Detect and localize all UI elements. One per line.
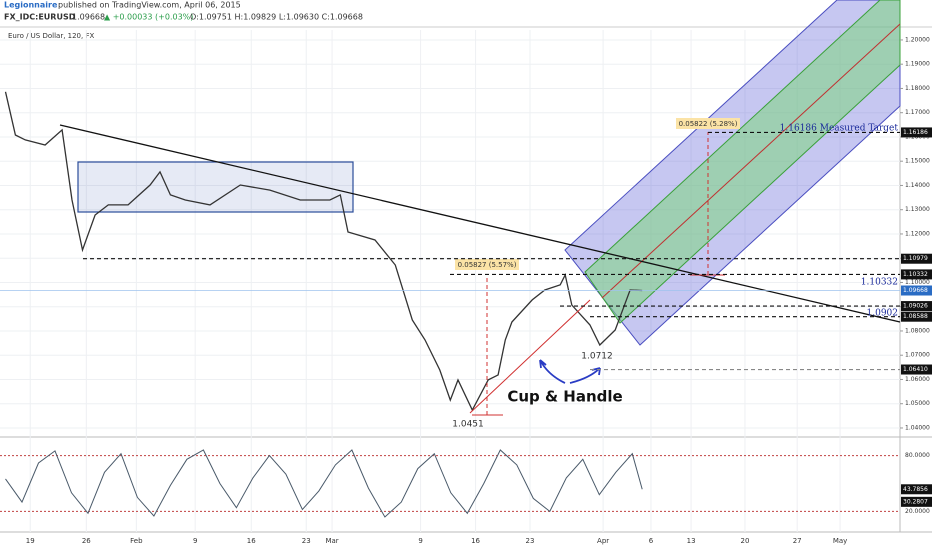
- last-price: 1.09668: [72, 13, 105, 22]
- measure-label: 0.05822 (5.28%): [679, 120, 738, 128]
- y-tick-label: 1.13000: [905, 206, 930, 213]
- range-box: [77, 161, 354, 213]
- y-tick-label: 1.12000: [905, 230, 930, 237]
- x-tick-label: 23: [526, 537, 535, 545]
- y-tick-label: 1.19000: [905, 61, 930, 68]
- x-tick-label: 6: [649, 537, 654, 545]
- level-label: 1.0902: [867, 309, 899, 319]
- target-label: 1.16186 Measured Target: [780, 124, 899, 134]
- published: published on TradingView.com, April 06, …: [58, 1, 241, 10]
- y-tick-label: 1.06000: [905, 376, 930, 383]
- level-box: [901, 301, 932, 312]
- level-label: 1.09668: [903, 287, 928, 294]
- y-tick-label: 1.07000: [905, 352, 930, 359]
- cup-line: [469, 299, 591, 414]
- x-tick-label: 16: [247, 537, 256, 545]
- y-tick-label: 1.15000: [905, 158, 930, 165]
- trend-line: [59, 124, 901, 323]
- level-label: 1.10332: [903, 271, 928, 278]
- level-box: [901, 364, 932, 375]
- y-tick-label: 1.10000: [905, 279, 930, 286]
- x-tick-label: Feb: [130, 537, 143, 545]
- pattern-label: Cup & Handle: [507, 388, 622, 406]
- y-tick-label: 1.17000: [905, 109, 930, 116]
- measure-label: 0.05827 (5.57%): [458, 261, 517, 269]
- level-label: 1.09026: [903, 303, 928, 310]
- x-tick-label: May: [833, 537, 847, 545]
- y-tick-label: 1.08000: [905, 327, 930, 334]
- x-tick-label: 20: [740, 537, 749, 545]
- level-box: [901, 285, 932, 296]
- low-label: 1.0712: [581, 352, 613, 362]
- chart-title: Euro / US Dollar, 120, FX: [8, 32, 94, 40]
- ohlc: O:1.09751 H:1.09829 L:1.09630 C:1.09668: [190, 13, 363, 22]
- level-box: [901, 311, 932, 322]
- osc-tick-label: 20.0000: [905, 508, 930, 515]
- x-tick-label: 26: [82, 537, 91, 545]
- oscillator-line: [5, 449, 643, 518]
- arrow: [539, 359, 566, 384]
- pitchfork-inner: [584, 0, 901, 324]
- osc-marker: [901, 484, 932, 495]
- x-tick-label: 13: [687, 537, 696, 545]
- pitchfork-median: [601, 23, 901, 299]
- level-label: 1.06410: [903, 366, 928, 373]
- level-label: 1.10332: [861, 278, 898, 288]
- y-tick-label: 1.18000: [905, 85, 930, 92]
- level-label: 1.08588: [903, 313, 928, 320]
- osc-marker: [901, 496, 932, 507]
- author[interactable]: Legionnaire: [4, 1, 58, 10]
- x-tick-label: 16: [471, 537, 480, 545]
- x-tick-label: 27: [793, 537, 802, 545]
- level-box: [901, 127, 932, 138]
- osc-marker-label: 43.7856: [903, 486, 928, 493]
- level-label: 1.16186: [903, 129, 928, 136]
- x-tick-label: Mar: [325, 537, 338, 545]
- x-tick-label: 9: [193, 537, 197, 545]
- x-tick-label: 9: [418, 537, 422, 545]
- x-tick-label: Apr: [597, 537, 609, 545]
- low-label: 1.0451: [452, 420, 484, 430]
- y-tick-label: 1.04000: [905, 424, 930, 431]
- y-tick-label: 1.20000: [905, 36, 930, 43]
- x-tick-label: 19: [26, 537, 35, 545]
- level-box: [901, 269, 932, 280]
- level-box: [901, 253, 932, 264]
- change: ▲ +0.00033 (+0.03%): [104, 13, 193, 22]
- level-label: 1.10979: [903, 255, 928, 262]
- x-tick-label: 23: [302, 537, 311, 545]
- y-tick-label: 1.05000: [905, 400, 930, 407]
- osc-marker-label: 30.2807: [903, 498, 928, 505]
- price-line: [4, 91, 643, 412]
- symbol: FX_IDC:EURUSD: [4, 13, 76, 22]
- y-tick-label: 1.14000: [905, 182, 930, 189]
- osc-tick-label: 80.0000: [905, 452, 930, 459]
- measure-box: [676, 118, 740, 129]
- measure-box: [455, 259, 519, 270]
